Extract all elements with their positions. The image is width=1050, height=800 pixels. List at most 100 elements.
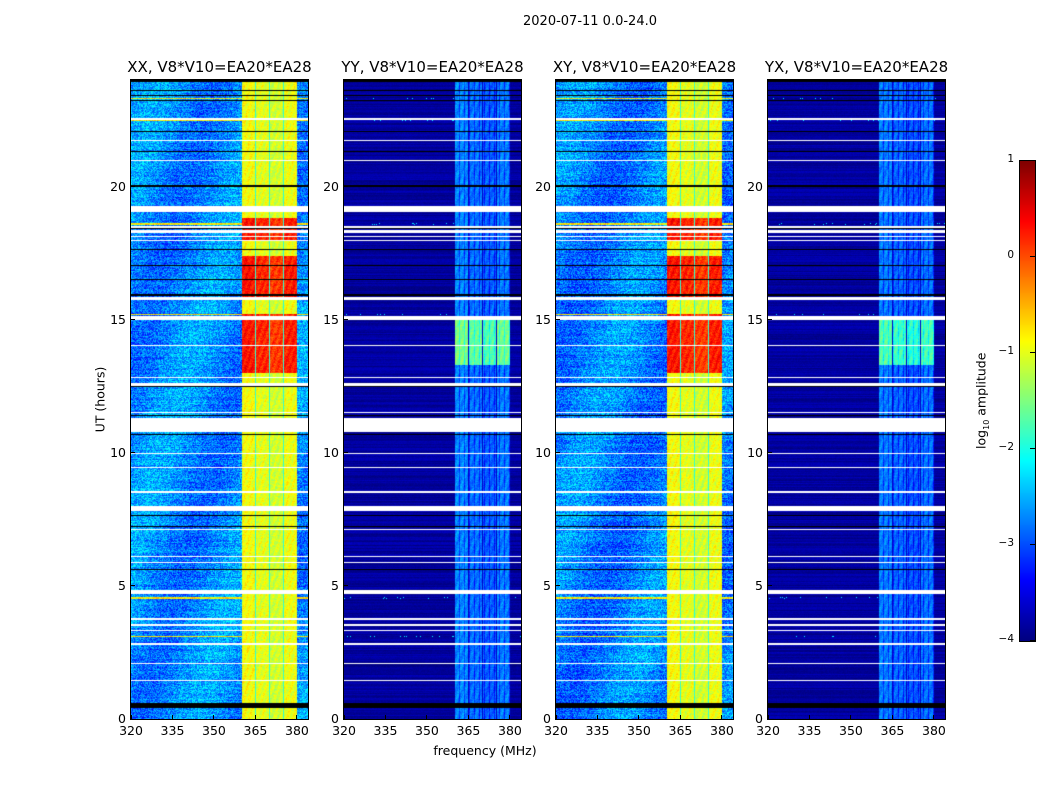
x-tick-mark xyxy=(638,715,640,719)
colorbar-tick-mark xyxy=(1030,159,1035,161)
x-axis-label: frequency (MHz) xyxy=(433,743,537,758)
y-tick-mark xyxy=(768,718,772,720)
colorbar-tick-label: −2 xyxy=(998,441,1014,453)
y-tick-mark xyxy=(768,452,772,454)
y-tick-label: 20 xyxy=(535,178,551,194)
colorbar-tick-mark xyxy=(1030,543,1035,545)
y-tick-mark xyxy=(131,319,135,321)
spectrogram-panel xyxy=(767,79,946,720)
colorbar-tick-label: −4 xyxy=(998,633,1014,645)
x-tick-label: 320 xyxy=(332,723,356,738)
y-tick-mark xyxy=(344,718,348,720)
x-tick-label: 335 xyxy=(160,723,185,738)
x-tick-mark xyxy=(296,715,298,719)
y-tick-mark xyxy=(556,319,560,321)
y-tick-mark xyxy=(131,718,135,720)
x-tick-label: 335 xyxy=(797,723,822,738)
x-tick-mark xyxy=(555,715,557,719)
x-tick-mark xyxy=(171,715,173,719)
colorbar-tick-label: −3 xyxy=(998,537,1014,549)
figure-title: 2020-07-11 0.0-24.0 xyxy=(523,14,657,29)
y-tick-label: 10 xyxy=(323,444,339,460)
y-tick-mark xyxy=(344,585,348,587)
spectrogram-panel xyxy=(555,79,734,720)
x-tick-mark xyxy=(767,715,769,719)
panel-title: XX, V8*V10=EA20*EA28 xyxy=(127,58,312,76)
x-tick-mark xyxy=(384,715,386,719)
y-tick-label: 5 xyxy=(755,577,763,593)
colorbar-label-main: log xyxy=(973,429,989,449)
x-tick-mark xyxy=(596,715,598,719)
x-tick-mark xyxy=(721,715,723,719)
colorbar-tick-mark xyxy=(1030,351,1035,353)
y-tick-label: 10 xyxy=(535,444,551,460)
x-tick-mark xyxy=(679,715,681,719)
x-tick-mark xyxy=(808,715,810,719)
y-tick-label: 15 xyxy=(110,311,126,327)
x-tick-label: 380 xyxy=(922,723,946,738)
y-tick-mark xyxy=(556,585,560,587)
y-tick-mark xyxy=(768,585,772,587)
x-tick-label: 350 xyxy=(415,723,439,738)
y-axis-label: UT (hours) xyxy=(92,366,108,433)
y-tick-mark xyxy=(556,452,560,454)
x-tick-label: 320 xyxy=(119,723,143,738)
x-tick-label: 380 xyxy=(285,723,309,738)
y-tick-mark xyxy=(768,319,772,321)
x-tick-label: 365 xyxy=(243,723,268,738)
colorbar-tick-mark xyxy=(1030,639,1035,641)
x-tick-mark xyxy=(467,715,469,719)
x-tick-label: 380 xyxy=(710,723,734,738)
y-tick-label: 5 xyxy=(118,577,126,593)
x-tick-label: 350 xyxy=(627,723,651,738)
x-tick-mark xyxy=(891,715,893,719)
colorbar-tick-mark xyxy=(1030,255,1035,257)
y-tick-label: 15 xyxy=(323,311,339,327)
y-tick-label: 5 xyxy=(331,577,339,593)
y-tick-mark xyxy=(131,186,135,187)
colorbar-label-rest: amplitude xyxy=(973,352,989,420)
y-tick-label: 20 xyxy=(110,178,126,194)
x-tick-label: 335 xyxy=(585,723,610,738)
x-tick-label: 380 xyxy=(498,723,522,738)
x-tick-label: 365 xyxy=(880,723,905,738)
spectrogram-panel xyxy=(130,79,309,720)
x-tick-label: 365 xyxy=(668,723,693,738)
y-tick-mark xyxy=(131,585,135,587)
x-tick-label: 320 xyxy=(756,723,780,738)
y-tick-label: 0 xyxy=(331,711,339,726)
y-tick-mark xyxy=(344,452,348,454)
x-tick-mark xyxy=(254,715,256,719)
y-tick-mark xyxy=(344,319,348,321)
spectrogram-heatmap xyxy=(344,80,521,719)
panel-title: XY, V8*V10=EA20*EA28 xyxy=(552,58,737,76)
y-tick-mark xyxy=(344,186,348,187)
x-tick-mark xyxy=(933,715,935,719)
y-tick-label: 20 xyxy=(747,178,763,194)
x-tick-label: 350 xyxy=(839,723,863,738)
colorbar-label: log10 amplitude xyxy=(973,331,991,471)
x-tick-mark xyxy=(426,715,428,719)
x-tick-label: 350 xyxy=(202,723,226,738)
colorbar-tick-label: 1 xyxy=(1007,153,1014,165)
panel-title: YX, V8*V10=EA20*EA28 xyxy=(764,58,949,76)
y-tick-label: 10 xyxy=(747,444,763,460)
colorbar-label-sub: 10 xyxy=(981,419,991,430)
x-tick-mark xyxy=(850,715,852,719)
y-tick-label: 0 xyxy=(755,711,763,726)
spectrogram-heatmap xyxy=(556,80,733,719)
spectrogram-panel xyxy=(343,79,522,720)
x-tick-mark xyxy=(509,715,511,719)
y-tick-label: 20 xyxy=(323,178,339,194)
x-tick-mark xyxy=(130,715,132,719)
y-tick-label: 0 xyxy=(543,711,551,726)
colorbar-tick-mark xyxy=(1030,447,1035,449)
x-tick-label: 320 xyxy=(544,723,568,738)
x-tick-mark xyxy=(213,715,215,719)
y-tick-mark xyxy=(556,186,560,187)
colorbar-tick-label: −1 xyxy=(998,345,1014,357)
x-tick-mark xyxy=(343,715,345,719)
y-tick-label: 15 xyxy=(535,311,551,327)
y-tick-mark xyxy=(768,186,772,187)
y-tick-mark xyxy=(131,452,135,454)
